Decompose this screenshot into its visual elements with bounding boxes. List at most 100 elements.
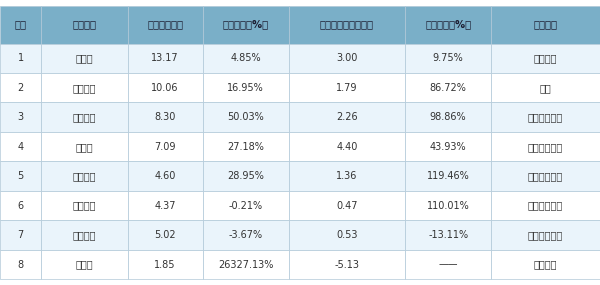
Bar (0, 191, 41, 220)
Bar (0, 103, 41, 132)
Text: 所属行业: 所属行业 (533, 20, 557, 30)
Bar (203, 220, 289, 250)
Bar (491, 220, 600, 250)
Bar (491, 73, 600, 103)
Text: 沃华医药: 沃华医药 (73, 83, 96, 93)
Bar (0, 73, 41, 103)
Bar (405, 191, 491, 220)
Bar (128, 132, 203, 161)
Text: 4.40: 4.40 (336, 142, 358, 152)
Bar (128, 250, 203, 279)
Text: 8.30: 8.30 (154, 112, 176, 122)
Bar (405, 73, 491, 103)
Text: 0.53: 0.53 (336, 230, 358, 240)
Text: 2.26: 2.26 (336, 112, 358, 122)
Bar (203, 103, 289, 132)
Bar (203, 6, 289, 44)
Text: 生物制品: 生物制品 (534, 260, 557, 270)
Text: 8: 8 (17, 260, 23, 270)
Text: 3: 3 (17, 112, 23, 122)
Text: 86.72%: 86.72% (430, 83, 467, 93)
Bar (41, 191, 128, 220)
Text: 6: 6 (17, 201, 23, 211)
Text: 3.00: 3.00 (336, 53, 358, 63)
Text: -3.67%: -3.67% (229, 230, 263, 240)
Text: 医疗器械服务: 医疗器械服务 (528, 230, 563, 240)
Bar (289, 6, 405, 44)
Text: 同比增长（%）: 同比增长（%） (223, 20, 269, 30)
Bar (128, 191, 203, 220)
Bar (491, 250, 600, 279)
Bar (128, 73, 203, 103)
Bar (405, 161, 491, 191)
Text: ——: —— (439, 260, 458, 270)
Text: 医疗器械服务: 医疗器械服务 (528, 142, 563, 152)
Bar (405, 132, 491, 161)
Bar (289, 191, 405, 220)
Text: 98.86%: 98.86% (430, 112, 466, 122)
Text: 110.01%: 110.01% (427, 201, 470, 211)
Text: 16.95%: 16.95% (227, 83, 264, 93)
Bar (289, 220, 405, 250)
Text: 4: 4 (17, 142, 23, 152)
Bar (203, 161, 289, 191)
Text: 1.79: 1.79 (336, 83, 358, 93)
Bar (41, 73, 128, 103)
Bar (41, 220, 128, 250)
Bar (491, 132, 600, 161)
Bar (203, 73, 289, 103)
Text: 营收（亿元）: 营收（亿元） (147, 20, 183, 30)
Bar (41, 6, 128, 44)
Bar (41, 103, 128, 132)
Bar (289, 44, 405, 73)
Bar (41, 44, 128, 73)
Text: 5.02: 5.02 (154, 230, 176, 240)
Bar (405, 250, 491, 279)
Text: 28.95%: 28.95% (227, 171, 264, 181)
Text: 医疗器械服务: 医疗器械服务 (528, 112, 563, 122)
Text: -5.13: -5.13 (334, 260, 359, 270)
Text: 0.47: 0.47 (336, 201, 358, 211)
Text: 9.75%: 9.75% (433, 53, 464, 63)
Bar (0, 6, 41, 44)
Bar (128, 44, 203, 73)
Bar (289, 250, 405, 279)
Text: 戴维医疗: 戴维医疗 (73, 171, 96, 181)
Bar (405, 103, 491, 132)
Text: 10.06: 10.06 (151, 83, 179, 93)
Text: 1: 1 (17, 53, 23, 63)
Text: 50.03%: 50.03% (227, 112, 264, 122)
Bar (289, 73, 405, 103)
Bar (203, 132, 289, 161)
Text: 4.85%: 4.85% (230, 53, 261, 63)
Bar (289, 161, 405, 191)
Text: 4.60: 4.60 (154, 171, 176, 181)
Bar (128, 103, 203, 132)
Text: 中药: 中药 (540, 83, 551, 93)
Bar (41, 250, 128, 279)
Text: 43.93%: 43.93% (430, 142, 466, 152)
Bar (128, 161, 203, 191)
Bar (0, 132, 41, 161)
Bar (41, 132, 128, 161)
Text: 化学制药: 化学制药 (534, 53, 557, 63)
Bar (405, 44, 491, 73)
Text: 正川股份: 正川股份 (73, 230, 96, 240)
Bar (203, 44, 289, 73)
Text: 5: 5 (17, 171, 24, 181)
Text: 7: 7 (17, 230, 24, 240)
Bar (491, 44, 600, 73)
Bar (491, 6, 600, 44)
Text: 1.85: 1.85 (154, 260, 176, 270)
Bar (289, 103, 405, 132)
Text: -0.21%: -0.21% (229, 201, 263, 211)
Text: 序号: 序号 (14, 20, 26, 30)
Bar (203, 250, 289, 279)
Text: 归母净利润（亿元）: 归母净利润（亿元） (320, 20, 374, 30)
Text: 2: 2 (17, 83, 24, 93)
Text: 1.36: 1.36 (336, 171, 358, 181)
Bar (491, 191, 600, 220)
Text: 捷东医疗: 捷东医疗 (73, 112, 96, 122)
Bar (0, 161, 41, 191)
Text: -13.11%: -13.11% (428, 230, 468, 240)
